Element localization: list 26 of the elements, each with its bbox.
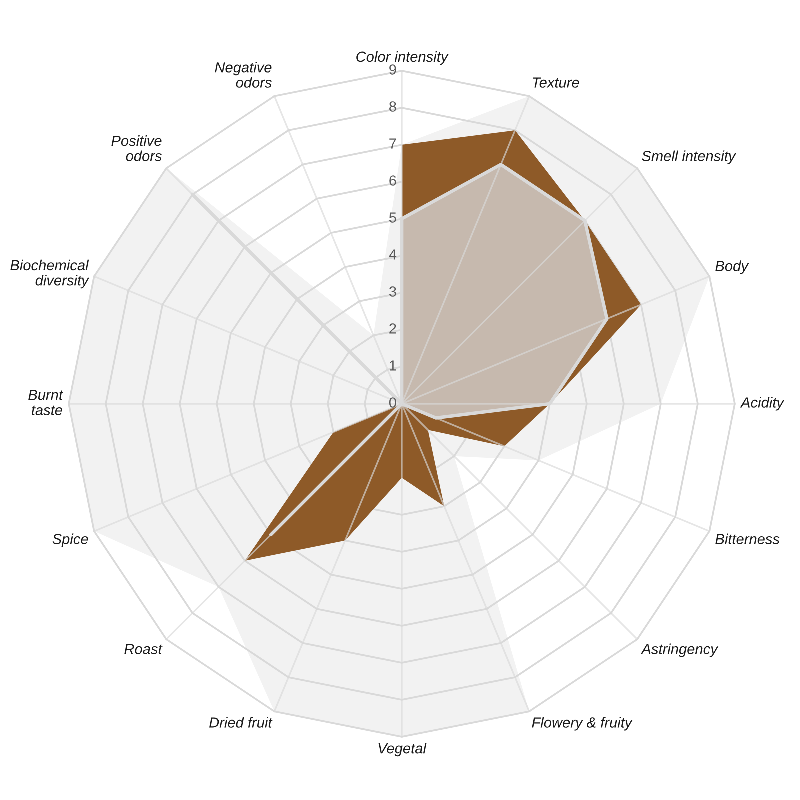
spoke-label: Negative odors bbox=[215, 62, 272, 88]
y-tick-label: 1 bbox=[390, 360, 396, 371]
spoke-label: Astringency bbox=[640, 644, 719, 658]
y-tick-label: 7 bbox=[390, 138, 396, 149]
y-tick-label: 9 bbox=[390, 64, 396, 75]
y-tick-label: 8 bbox=[390, 102, 396, 112]
y-tick-label: 6 bbox=[390, 176, 396, 186]
spoke-label: Positive odors bbox=[112, 136, 162, 162]
spoke-label: Body bbox=[716, 260, 750, 274]
spoke-label: Dried fruit bbox=[210, 717, 273, 728]
y-tick-label: 4 bbox=[389, 250, 397, 260]
spoke-label: Vegetal bbox=[378, 743, 427, 757]
spoke-label: Biochemical diversity bbox=[10, 260, 90, 289]
y-tick-label: 2 bbox=[390, 324, 396, 334]
y-tick-label: 3 bbox=[389, 286, 396, 297]
spoke-label: Bitterness bbox=[716, 534, 780, 544]
spoke-label: Roast bbox=[124, 644, 163, 654]
spoke-label: Burnt taste bbox=[28, 390, 64, 416]
spoke-label: Spice bbox=[52, 534, 88, 548]
spoke-label: Color intensity bbox=[356, 51, 449, 65]
spoke-label: Acidity bbox=[740, 397, 785, 411]
spoke-label: Smell intensity bbox=[642, 150, 736, 164]
y-tick-label: 5 bbox=[389, 212, 396, 223]
y-tick-label: 0 bbox=[389, 398, 396, 408]
spoke-label: Flowery & fruity bbox=[532, 717, 633, 731]
spoke-label: Texture bbox=[533, 78, 580, 88]
